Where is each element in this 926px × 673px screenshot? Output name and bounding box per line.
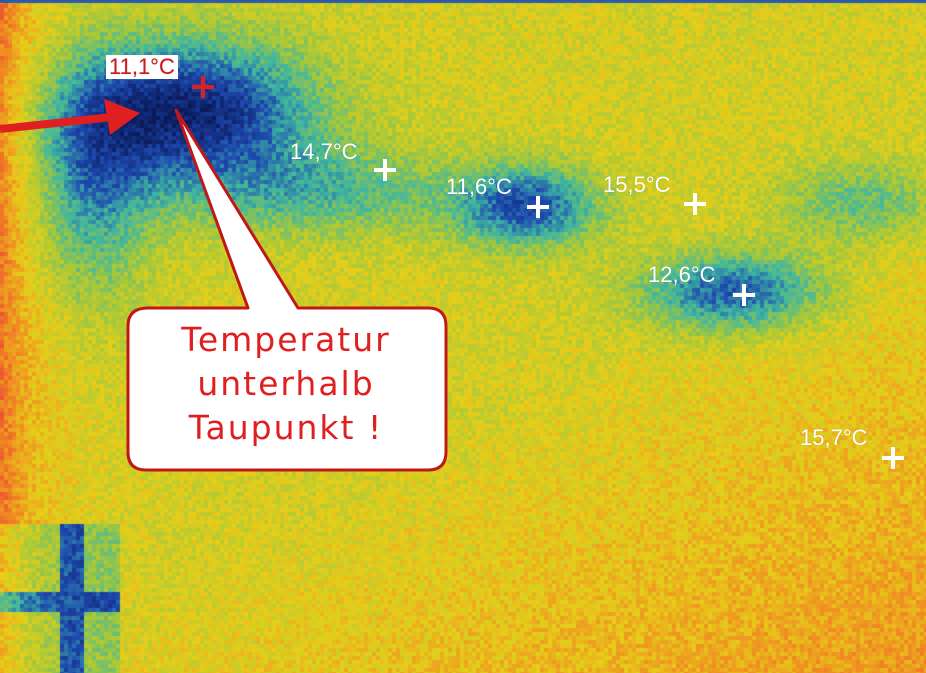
measurement-label-3: 11,6°C [446, 174, 512, 199]
arrow-right-icon [0, 99, 140, 135]
callout-line-3: Taupunkt ! [188, 408, 384, 447]
crosshair-marker-6 [882, 447, 904, 469]
measurement-label-2: 14,7°C [290, 139, 358, 164]
callout-text: Temperatur unterhalb Taupunkt ! [128, 318, 444, 450]
crosshair-marker-1 [192, 76, 214, 98]
measurement-label-4: 15,5°C [603, 172, 671, 197]
crosshair-marker-4 [684, 193, 706, 215]
callout-line-2: unterhalb [197, 364, 375, 403]
measurement-label-1: 11,1°C [106, 55, 178, 79]
measurement-label-5: 12,6°C [648, 262, 716, 287]
crosshair-marker-3 [527, 196, 549, 218]
measurement-label-6: 15,7°C [800, 425, 868, 450]
callout-line-1: Temperatur [181, 320, 391, 359]
crosshair-marker-5 [733, 284, 755, 306]
crosshair-marker-2 [374, 159, 396, 181]
